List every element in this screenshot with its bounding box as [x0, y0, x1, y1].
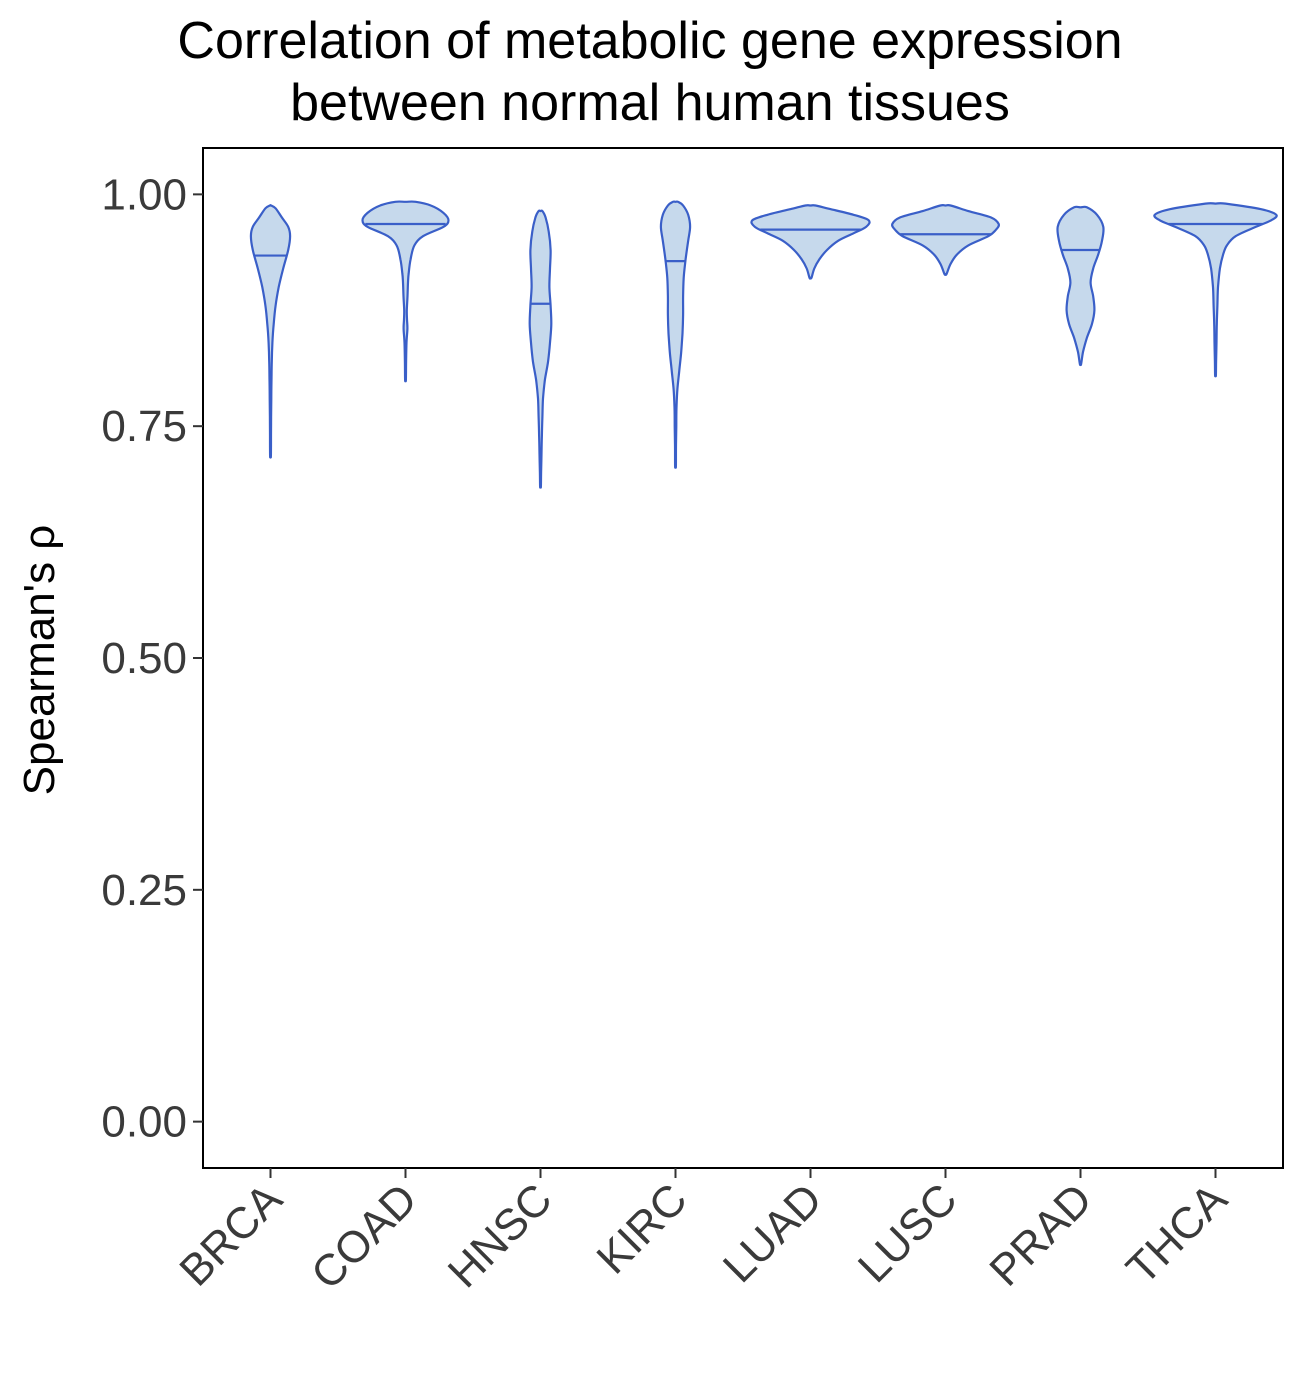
- violin-body: [659, 200, 692, 469]
- chart-title: Correlation of metabolic gene expression…: [177, 12, 1122, 132]
- x-tick-label: THCA: [1117, 1174, 1237, 1294]
- x-tick-label: KIRC: [588, 1174, 697, 1283]
- plot-panel-border: [202, 147, 1284, 1169]
- violin-thca: [1153, 202, 1278, 378]
- x-tick-label: COAD: [302, 1174, 427, 1299]
- violin-body: [249, 204, 292, 459]
- y-tick-label: 1.00: [101, 170, 187, 219]
- violin-prad: [1056, 205, 1105, 367]
- violin-coad: [361, 200, 450, 383]
- x-tick-label: HNSC: [439, 1174, 562, 1297]
- chart-title-line-2: between normal human tissues: [290, 74, 1010, 132]
- violin-body: [891, 204, 1000, 276]
- violins: [249, 200, 1278, 489]
- x-axis: BRCA COAD HNSC KIRC LUAD LUSC PRAD THCA: [170, 1168, 1237, 1299]
- violin-kirc: [659, 200, 692, 469]
- violin-body: [1153, 202, 1278, 378]
- violin-lusc: [891, 204, 1000, 276]
- violin-brca: [249, 204, 292, 459]
- y-tick-label: 0.25: [101, 866, 187, 915]
- violin-body: [750, 204, 871, 280]
- violin-body: [1056, 205, 1105, 367]
- violin-body: [528, 209, 553, 489]
- x-tick-label: LUSC: [849, 1174, 967, 1292]
- x-tick-label: BRCA: [170, 1174, 292, 1296]
- y-tick-label: 0.50: [101, 634, 187, 683]
- violin-hnsc: [528, 209, 553, 489]
- violin-body: [361, 200, 450, 383]
- chart-title-line-1: Correlation of metabolic gene expression: [177, 12, 1122, 70]
- x-tick-label: LUAD: [714, 1174, 832, 1292]
- y-tick-label: 0.75: [101, 402, 187, 451]
- x-tick-label: PRAD: [980, 1174, 1101, 1295]
- y-axis-title: Spearman's ρ: [15, 525, 64, 796]
- violin-luad: [750, 204, 871, 280]
- y-tick-label: 0.00: [101, 1098, 187, 1147]
- y-axis: 0.00 0.25 0.50 0.75 1.00: [101, 170, 203, 1147]
